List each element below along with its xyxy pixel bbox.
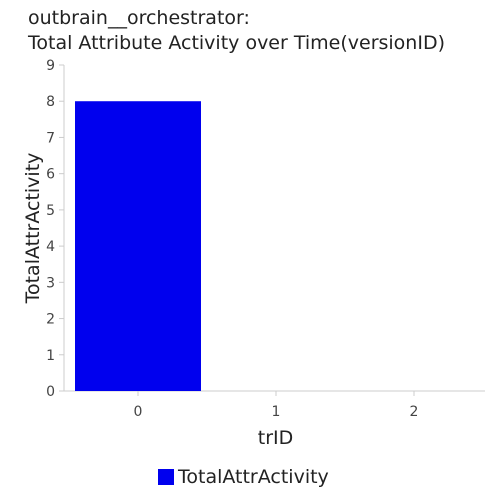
y-tick-label: 2 [46, 312, 55, 328]
legend: TotalAttrActivity [158, 466, 329, 488]
y-tick-label: 4 [46, 239, 55, 255]
bar [75, 101, 201, 391]
x-axis: 0 1 2 [64, 390, 485, 420]
y-axis: 0 1 2 3 4 5 6 7 8 9 [46, 58, 65, 400]
bars [75, 101, 201, 391]
chart-title: outbrain__orchestrator: Total Attribute … [28, 6, 445, 56]
y-tick-label: 7 [46, 130, 55, 146]
x-tick-label: 1 [272, 404, 281, 420]
y-tick-label: 1 [46, 348, 55, 364]
x-tick-label: 0 [134, 404, 143, 420]
y-tick-label: 8 [46, 94, 55, 110]
y-axis-label: TotalAttrActivity [22, 153, 44, 305]
y-tick-label: 0 [46, 384, 55, 400]
x-tick-label: 2 [410, 404, 419, 420]
y-tick-label: 9 [46, 58, 55, 74]
y-tick-label: 6 [46, 167, 55, 183]
legend-swatch [158, 469, 174, 485]
y-tick-label: 3 [46, 275, 55, 291]
legend-label: TotalAttrActivity [178, 466, 329, 488]
y-tick-label: 5 [46, 203, 55, 219]
chart-title-line-2: Total Attribute Activity over Time(versi… [28, 32, 445, 54]
x-axis-label: trID [258, 427, 294, 449]
chart-title-line-1: outbrain__orchestrator: [28, 7, 250, 29]
